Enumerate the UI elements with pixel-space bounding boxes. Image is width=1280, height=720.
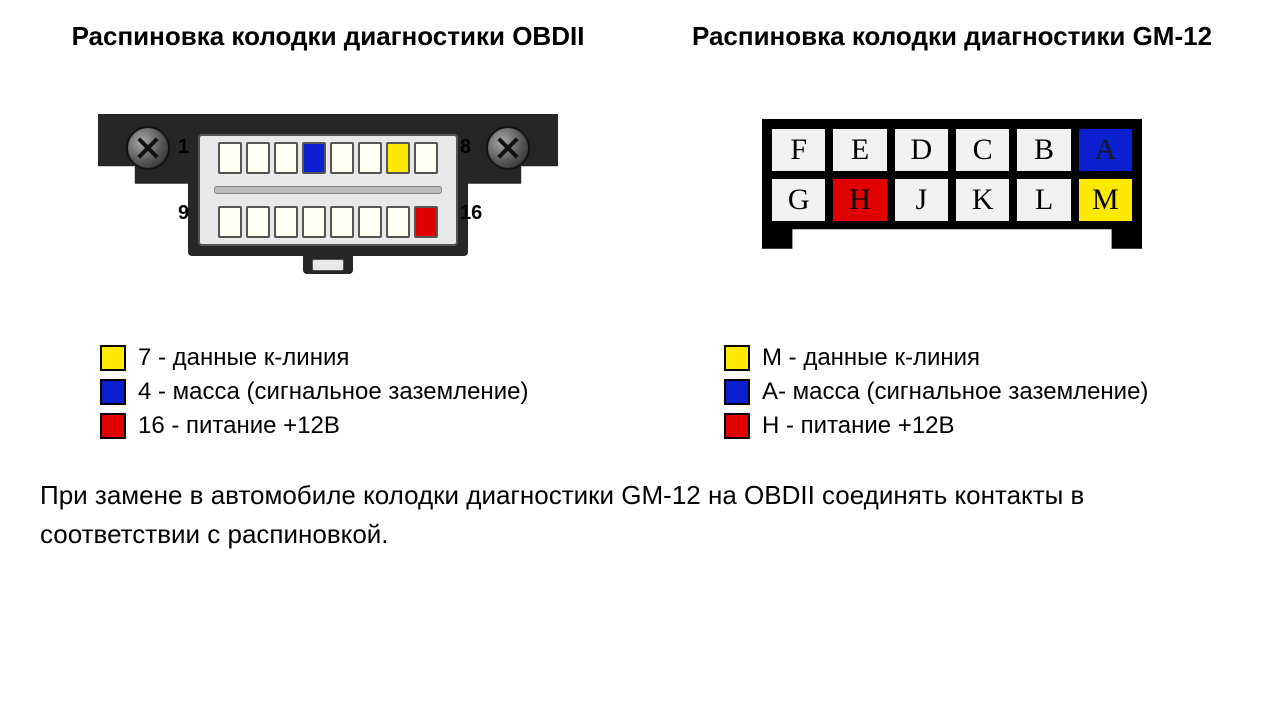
legend-obd2: 7 - данные к-линия 4 - масса (сигнальное … <box>40 344 616 446</box>
legend-text: A- масса (сигнальное заземление) <box>762 378 1148 406</box>
obd2-divider <box>214 186 442 194</box>
titles-row: Распиновка колодки диагностики OBDII Рас… <box>40 20 1240 54</box>
legend-item: 7 - данные к-линия <box>100 344 616 372</box>
obd2-inner <box>198 134 458 246</box>
obd2-connector-area: 1 8 9 16 <box>40 84 616 284</box>
obd2-pin-6 <box>358 142 382 174</box>
legend-swatch <box>724 379 750 405</box>
legend-text: 4 - масса (сигнальное заземление) <box>138 378 528 406</box>
obd2-label-16: 16 <box>460 202 482 225</box>
obd2-pin-row-bottom <box>210 206 446 238</box>
obd2-pin-14 <box>358 206 382 238</box>
legend-gm12: M - данные к-линия A- масса (сигнальное з… <box>664 344 1240 446</box>
gm12-pin-J: J <box>893 177 950 223</box>
screw-right-icon <box>486 126 530 170</box>
obd2-pin-10 <box>246 206 270 238</box>
legend-item: 16 - питание +12В <box>100 412 616 440</box>
connectors-row: 1 8 9 16 FEDCBA GHJKLM <box>40 84 1240 284</box>
gm12-pin-M: M <box>1077 177 1134 223</box>
obd2-pin-12 <box>302 206 326 238</box>
legend-swatch <box>100 413 126 439</box>
obd2-pin-2 <box>246 142 270 174</box>
legend-swatch <box>100 379 126 405</box>
gm12-pin-A: A <box>1077 127 1134 173</box>
legend-swatch <box>100 345 126 371</box>
gm12-pin-D: D <box>893 127 950 173</box>
legend-item: H - питание +12В <box>724 412 1240 440</box>
gm12-connector-area: FEDCBA GHJKLM <box>664 109 1240 259</box>
gm12-pin-E: E <box>831 127 888 173</box>
obd2-label-9: 9 <box>178 202 189 225</box>
gm12-pin-H: H <box>831 177 888 223</box>
obd2-pin-9 <box>218 206 242 238</box>
obd2-title: Распиновка колодки диагностики OBDII <box>40 20 616 54</box>
obd2-pin-13 <box>330 206 354 238</box>
obd2-pin-4 <box>302 142 326 174</box>
legend-text: 16 - питание +12В <box>138 412 340 440</box>
gm12-pin-C: C <box>954 127 1011 173</box>
legend-text: H - питание +12В <box>762 412 955 440</box>
legend-text: M - данные к-линия <box>762 344 980 372</box>
gm12-connector: FEDCBA GHJKLM <box>742 109 1162 259</box>
legend-item: A- масса (сигнальное заземление) <box>724 378 1240 406</box>
obd2-pin-15 <box>386 206 410 238</box>
obd2-pin-7 <box>386 142 410 174</box>
obd2-pin-8 <box>414 142 438 174</box>
legend-item: M - данные к-линия <box>724 344 1240 372</box>
obd2-connector: 1 8 9 16 <box>98 84 558 284</box>
obd2-pin-5 <box>330 142 354 174</box>
gm12-pin-K: K <box>954 177 1011 223</box>
gm12-title: Распиновка колодки диагностики GM-12 <box>664 20 1240 54</box>
gm12-pin-F: F <box>770 127 827 173</box>
gm12-pin-G: G <box>770 177 827 223</box>
obd2-pin-16 <box>414 206 438 238</box>
obd2-label-8: 8 <box>460 136 471 159</box>
legend-item: 4 - масса (сигнальное заземление) <box>100 378 616 406</box>
footer-note: При замене в автомобиле колодки диагност… <box>40 476 1240 554</box>
legend-swatch <box>724 345 750 371</box>
obd2-pin-11 <box>274 206 298 238</box>
legend-swatch <box>724 413 750 439</box>
obd2-label-1: 1 <box>178 136 189 159</box>
screw-left-icon <box>126 126 170 170</box>
legend-text: 7 - данные к-линия <box>138 344 349 372</box>
legends-row: 7 - данные к-линия 4 - масса (сигнальное … <box>40 344 1240 446</box>
gm12-pin-B: B <box>1015 127 1072 173</box>
obd2-pin-3 <box>274 142 298 174</box>
gm12-grid: FEDCBA GHJKLM <box>770 127 1134 223</box>
obd2-tab <box>303 254 353 274</box>
obd2-pin-row-top <box>210 142 446 174</box>
obd2-pin-1 <box>218 142 242 174</box>
gm12-pin-L: L <box>1015 177 1072 223</box>
